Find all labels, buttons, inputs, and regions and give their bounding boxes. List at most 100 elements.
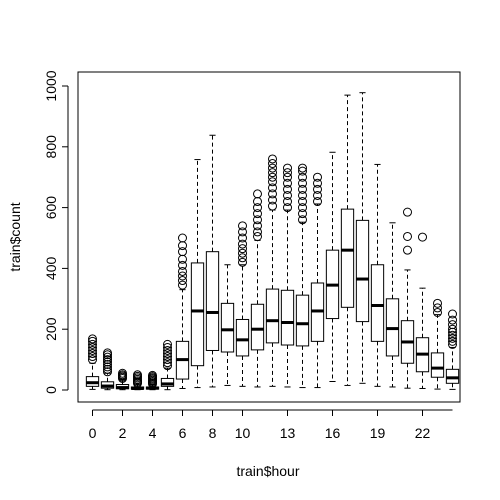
- outlier-point: [88, 342, 97, 352]
- outlier-point: [268, 163, 277, 173]
- x-tick-label: 10: [235, 425, 251, 441]
- y-tick-label: 200: [43, 317, 59, 341]
- outlier-point: [88, 336, 97, 346]
- box-hour-2: [115, 368, 130, 391]
- box-hour-0: [85, 334, 100, 390]
- y-axis: 0 200 400 600 800 1000: [43, 70, 69, 394]
- box-hour-19: [370, 163, 385, 387]
- iqr-box: [280, 289, 295, 346]
- outlier-point: [238, 233, 247, 243]
- box-hour-16: [325, 151, 340, 382]
- x-tick-label: 6: [179, 425, 187, 441]
- outlier-point: [298, 203, 307, 213]
- outlier-point: [103, 355, 112, 365]
- outlier-point: [448, 336, 457, 346]
- outlier-point: [268, 168, 277, 178]
- box-hour-15: [310, 172, 325, 389]
- outlier-point: [283, 197, 292, 207]
- plot-frame: [77, 71, 461, 403]
- box-hour-20: [385, 222, 400, 388]
- box-hour-11: [250, 189, 265, 388]
- outlier-point: [448, 315, 457, 325]
- outlier-point: [238, 253, 247, 263]
- outlier-point: [178, 260, 187, 270]
- x-tick-label: 22: [415, 425, 431, 441]
- outlier-point: [238, 257, 247, 267]
- outlier-point: [298, 215, 307, 225]
- y-axis-title: train$count: [7, 202, 23, 271]
- outlier-point: [103, 348, 112, 358]
- outlier-point: [238, 244, 247, 254]
- box-hour-23: [430, 298, 445, 390]
- iqr-box: [250, 303, 265, 351]
- x-tick-label: 13: [280, 425, 296, 441]
- outlier-point: [433, 298, 442, 308]
- iqr-box: [355, 219, 370, 323]
- iqr-box: [235, 318, 250, 357]
- outlier-point: [163, 361, 172, 371]
- outlier-point: [298, 178, 307, 188]
- iqr-box: [295, 294, 310, 347]
- outlier-point: [253, 231, 262, 241]
- boxes-group: [85, 92, 460, 391]
- box-hour-18: [355, 92, 370, 384]
- box-hour-8: [205, 134, 220, 388]
- box-hour-6: [175, 233, 190, 389]
- outlier-point: [178, 280, 187, 290]
- outlier-point: [238, 221, 247, 231]
- outlier-point: [268, 189, 277, 199]
- box-hour-12: [265, 154, 280, 387]
- outlier-point: [448, 320, 457, 330]
- iqr-box: [190, 262, 205, 367]
- outlier-point: [178, 276, 187, 286]
- outlier-point: [103, 359, 112, 369]
- x-tick-label: 8: [209, 425, 217, 441]
- outlier-point: [178, 254, 187, 264]
- x-tick-label: 19: [370, 425, 386, 441]
- outlier-point: [163, 352, 172, 362]
- outlier-point: [283, 184, 292, 194]
- box-hour-9: [220, 264, 235, 386]
- outlier-point: [178, 233, 187, 243]
- outlier-point: [238, 227, 247, 237]
- box-hour-1: [100, 348, 115, 391]
- outlier-point: [253, 189, 262, 199]
- outlier-point: [313, 184, 322, 194]
- box-hour-17: [340, 94, 355, 386]
- outlier-point: [238, 248, 247, 258]
- y-tick-label: 0: [43, 386, 59, 394]
- outlier-point: [298, 184, 307, 194]
- box-hour-4: [145, 370, 160, 391]
- outlier-point: [148, 370, 157, 380]
- outlier-point: [313, 172, 322, 182]
- outlier-point: [448, 309, 457, 319]
- outlier-point: [238, 239, 247, 249]
- outlier-point: [313, 178, 322, 188]
- outlier-point: [178, 241, 187, 251]
- iqr-box: [220, 302, 235, 353]
- y-tick-label: 400: [43, 257, 59, 281]
- box-hour-22: [415, 232, 430, 389]
- outlier-point: [133, 370, 142, 380]
- outlier-point: [253, 203, 262, 213]
- outlier-point: [298, 163, 307, 173]
- outlier-point: [103, 362, 112, 372]
- iqr-box: [445, 368, 460, 384]
- box-hour-7: [190, 159, 205, 389]
- outlier-point: [118, 368, 127, 378]
- outlier-point: [253, 221, 262, 231]
- outlier-point: [178, 266, 187, 276]
- outlier-point: [253, 197, 262, 207]
- outlier-point: [448, 330, 457, 340]
- outlier-point: [268, 159, 277, 169]
- outlier-point: [283, 178, 292, 188]
- outlier-point: [313, 190, 322, 200]
- outlier-point: [448, 339, 457, 349]
- outlier-point: [88, 345, 97, 355]
- outlier-point: [433, 307, 442, 317]
- outlier-point: [88, 355, 97, 365]
- iqr-box: [340, 208, 355, 308]
- outlier-point: [283, 168, 292, 178]
- outlier-point: [448, 333, 457, 343]
- outlier-point: [283, 172, 292, 182]
